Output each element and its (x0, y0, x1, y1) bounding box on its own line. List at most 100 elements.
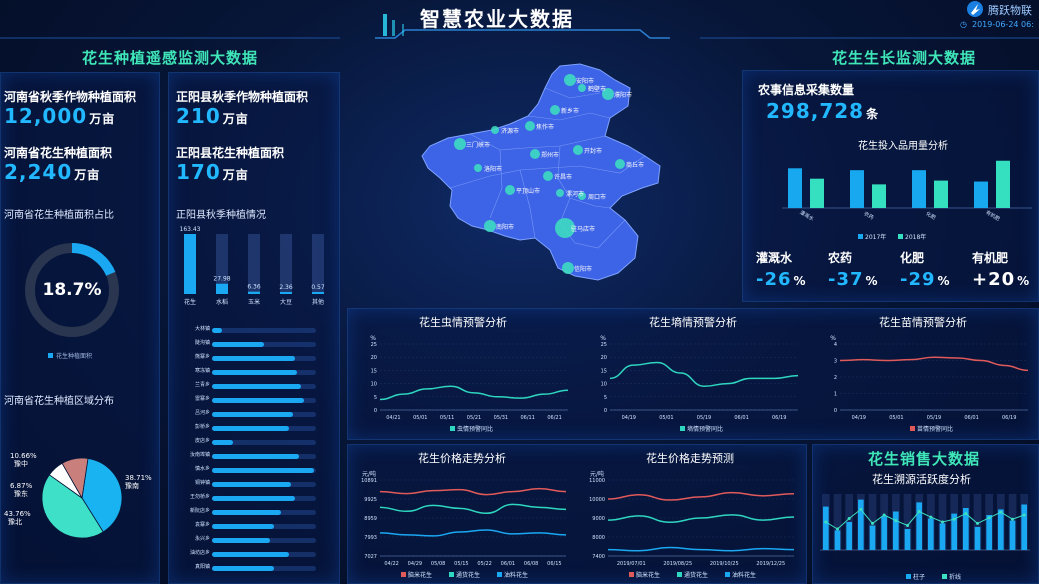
trace-bar-8 (916, 502, 922, 550)
warning-chart-2-ytick-0: 4 (834, 342, 837, 348)
trace-point-16 (1011, 517, 1014, 521)
price-chart-1-ytick-0: 11000 (589, 478, 605, 484)
township-track-14 (212, 524, 316, 529)
trace-point-10 (941, 520, 944, 524)
map-dot-1 (578, 84, 586, 92)
price-chart-0-xtick-5: 06/01 (501, 561, 515, 567)
township-bar-2 (212, 356, 295, 361)
warning-chart-2-xtick-1: 05/01 (889, 415, 903, 421)
warning-chart-2-ytick-3: 1 (834, 392, 837, 398)
ratio-label: 河南省花生种植面积占比 (4, 210, 114, 221)
township-bar-16 (212, 552, 289, 557)
price-chart-0-xtick-4: 05/22 (477, 561, 491, 567)
township-track-0 (212, 328, 316, 333)
township-label-12: 王勿桥乡 (189, 494, 210, 500)
crop-bar-1 (216, 283, 228, 294)
crop-bar-0 (184, 234, 196, 294)
warning-chart-1-xtick-1: 05/01 (659, 415, 673, 421)
township-bar-13 (212, 510, 281, 515)
township-label-7: 彭桥乡 (194, 424, 210, 430)
pie-slice-3 (61, 457, 89, 500)
stat-label-1: 农药 (828, 251, 853, 265)
price-chart-0-series-0 (379, 487, 567, 496)
price-chart-0-legend-swatch-0 (401, 572, 406, 577)
map-dot-4 (525, 121, 535, 131)
price-chart-0-xtick-1: 04/29 (408, 561, 422, 567)
stat-label-2: 化肥 (900, 251, 925, 265)
ratio-value: 18.7% (42, 280, 102, 300)
township-track-4 (212, 384, 316, 389)
crop-track-2 (248, 234, 260, 294)
growth-stats: 灌溉水 -26% 农药 -37% 化肥 -29% 有机肥 +20% (742, 247, 1039, 295)
township-label-2: 熊寨乡 (194, 354, 210, 360)
price-chart-0-ytick-2: 8959 (364, 516, 377, 522)
map-dot-11 (505, 185, 515, 195)
price-chart-1-legend-1: 通货花生 (684, 571, 708, 579)
trace-legend-swatch-0 (906, 574, 911, 579)
map-dot-12 (543, 171, 553, 181)
trace-chart: 柱子 折线 (820, 494, 1030, 581)
crop-value-1: 27.98 (213, 276, 230, 283)
warning-chart-2-ytick-1: 3 (834, 359, 837, 365)
price-chart-1-ytick-3: 8000 (592, 535, 605, 541)
township-label-8: 皮店乡 (194, 438, 210, 444)
township-bar-10 (212, 468, 314, 473)
stat-label-0: 灌溉水 (756, 251, 793, 265)
warning-chart-0-ytick-4: 5 (374, 395, 377, 401)
warning-panel (347, 308, 1039, 440)
price-charts: 花生价格走势分析 元/吨 10891 9925 8959 7993 7027 04/22 04/… (350, 448, 806, 584)
warning-chart-1-title: 花生墒情预警分析 (649, 316, 737, 329)
township-label-9: 汝南埠镇 (189, 452, 210, 458)
warning-chart-0-ytick-3: 10 (371, 382, 377, 388)
township-bar-8 (212, 440, 233, 445)
price-chart-1-legend-swatch-1 (677, 572, 682, 577)
warning-chart-1-ytick-3: 10 (601, 382, 607, 388)
township-label-0: 大林镇 (194, 326, 210, 332)
trace-point-4 (871, 521, 874, 525)
township-track-8 (212, 440, 316, 445)
warning-chart-1-ytick-0: 25 (601, 342, 607, 348)
map-city-0: 安阳市 (576, 77, 594, 85)
warning-chart-1-xtick-4: 06/19 (772, 415, 786, 421)
trace-bar-7 (904, 529, 911, 550)
trace-line (825, 508, 1025, 530)
pie-pct-2: 6.87% (10, 482, 33, 490)
map-dot-3 (550, 105, 560, 115)
warning-chart-1-legend-0: 墒情预警同比 (687, 425, 723, 433)
price-chart-1-legend-2: 油料花生 (732, 571, 756, 579)
stat-value-2: -29% (900, 269, 951, 290)
map-city-14: 周口市 (588, 193, 606, 201)
price-chart-0-xtick-7: 06/15 (547, 561, 561, 567)
price-chart-1-series-1 (607, 514, 795, 523)
trace-bar-13 (974, 526, 981, 550)
price-chart-1-series-2 (607, 546, 795, 552)
warning-chart-1-xtick-2: 05/19 (697, 415, 711, 421)
brand-name: 腾跃物联 (988, 4, 1032, 17)
trace-track-7 (903, 494, 912, 550)
price-chart-0-unit: 元/吨 (362, 470, 376, 478)
trace-point-2 (847, 517, 851, 520)
pie-pct-3: 10.66% (10, 452, 37, 460)
price-chart-1-series-0 (607, 491, 795, 501)
warning-chart-0-xtick-1: 05/01 (413, 415, 427, 421)
township-track-12 (212, 496, 316, 501)
warning-chart-0-legend-swatch-0 (450, 426, 455, 431)
price-chart-1-xtick-3: 2019/12/25 (756, 561, 785, 567)
trace-bar-3 (858, 499, 864, 550)
pie-region-2: 豫东 (14, 489, 28, 498)
page-title: 智慧农业大数据 (420, 7, 574, 31)
crop-label-1: 水稻 (216, 298, 228, 306)
warning-chart-1: 花生墒情预警分析% 25 20 15 10 5 0 04/19 05/01 05/19 06/01 0… (580, 312, 806, 436)
crop-track-3 (280, 234, 292, 294)
map-dot-6 (454, 138, 466, 150)
map-city-11: 平顶山市 (516, 187, 540, 195)
pie-pct-0: 38.71% (125, 474, 152, 482)
warning-chart-1-ytick-2: 15 (601, 368, 607, 374)
region-label: 河南省花生种植区域分布 (4, 396, 114, 407)
input-cat-1: 农药 (863, 210, 875, 221)
trace-point-15 (999, 510, 1003, 514)
price-chart-1-xtick-0: 2019/07/01 (617, 561, 646, 567)
county-crops-chart: 163.43 花生 27.98 水稻 6.36 玉米 2.36 大豆 0.57 其他 (180, 226, 325, 306)
trace-title: 花生溯源活跃度分析 (872, 473, 971, 486)
township-label-13: 新阮店乡 (189, 508, 210, 514)
